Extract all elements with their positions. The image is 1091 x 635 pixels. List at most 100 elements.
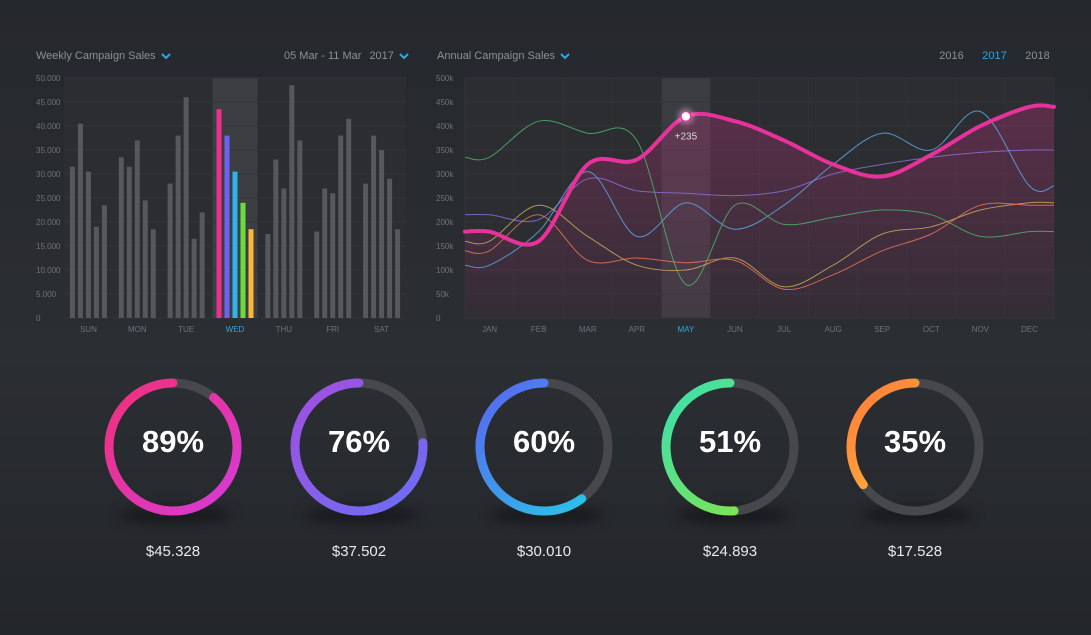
annual-title: Annual Campaign Sales — [437, 50, 556, 62]
y-tick-label: 100k — [436, 266, 454, 275]
chevron-down-icon[interactable] — [399, 51, 409, 62]
donut-arc — [290, 378, 428, 516]
donut-chart — [475, 378, 613, 516]
x-tick-label[interactable]: OCT — [923, 325, 940, 334]
y-tick-label: 450k — [436, 98, 454, 107]
donut-arc — [104, 378, 242, 516]
y-tick-label: 500k — [436, 74, 454, 83]
kpi-amount: $24.893 — [702, 543, 758, 560]
x-tick-label[interactable]: JUN — [727, 325, 743, 334]
bar-wed-3 — [232, 171, 238, 318]
x-tick-label[interactable]: SUN — [80, 325, 97, 334]
bar-sun-5 — [101, 205, 107, 318]
highlight-point[interactable] — [680, 110, 692, 123]
bar-wed-5 — [248, 229, 254, 318]
x-tick-label[interactable]: WED — [226, 325, 245, 334]
bar-wed-1 — [216, 109, 222, 318]
x-tick-label[interactable]: JUL — [777, 325, 792, 334]
y-tick-label: 400k — [436, 122, 454, 131]
x-tick-label[interactable]: MON — [128, 325, 147, 334]
x-tick-label[interactable]: MAR — [579, 325, 597, 334]
bar-mon-4 — [142, 200, 148, 318]
x-tick-label[interactable]: FRI — [326, 325, 339, 334]
donut-arc — [846, 378, 984, 516]
y-tick-label: 200k — [436, 218, 454, 227]
y-tick-label: 10.000 — [36, 266, 61, 275]
main-series-area — [465, 105, 1054, 318]
x-tick-label[interactable]: SAT — [374, 325, 389, 334]
kpi-percent: 35% — [883, 424, 947, 459]
annual-chart-title[interactable]: Annual Campaign Sales — [437, 50, 570, 62]
bar-mon-3 — [134, 140, 140, 318]
bar-fri-5 — [346, 118, 352, 318]
weekly-year: 2017 — [369, 50, 394, 62]
y-tick-label: 20.000 — [36, 218, 61, 227]
bar-tue-3 — [183, 97, 189, 318]
bar-sun-1 — [69, 166, 75, 318]
x-tick-label[interactable]: AUG — [824, 325, 841, 334]
bar-thu-4 — [289, 85, 295, 318]
donut-arc — [661, 378, 799, 516]
bar-sat-1 — [363, 183, 369, 318]
bar-fri-2 — [322, 188, 328, 318]
kpi-amount: $37.502 — [331, 543, 387, 560]
annual-line-chart: 0 50k 100k 150k 200k 250k 300k 350k 400k 450k 500k… — [436, 74, 1056, 334]
main-series-line — [463, 103, 1056, 247]
kpi-card-5[interactable]: 35% $17.528 — [840, 372, 990, 572]
bar-mon-1 — [118, 157, 124, 318]
bar-fri-4 — [338, 135, 344, 318]
kpi-amount: $30.010 — [516, 543, 572, 560]
kpi-amount: $17.528 — [887, 543, 943, 560]
x-tick-label[interactable]: DEC — [1021, 325, 1038, 334]
kpi-card-2[interactable]: 76% $37.502 — [284, 372, 434, 572]
y-tick-label: 50k — [436, 290, 450, 299]
x-tick-label[interactable]: THU — [276, 325, 293, 334]
bar-fri-1 — [314, 231, 320, 318]
kpi-percent: 51% — [698, 424, 762, 459]
y-tick-label: 50.000 — [36, 74, 61, 83]
x-tick-label[interactable]: MAY — [678, 325, 695, 334]
tab-year-2016[interactable]: 2016 — [939, 50, 964, 62]
series-line-6 — [464, 202, 1054, 291]
bar-sat-4 — [387, 178, 393, 318]
series-line-4 — [464, 119, 1055, 286]
tab-year-2017[interactable]: 2017 — [982, 50, 1007, 62]
x-tick-label[interactable]: SEP — [874, 325, 890, 334]
series-line-5 — [464, 201, 1055, 288]
x-tick-label[interactable]: NOV — [972, 325, 990, 334]
chevron-down-icon[interactable] — [160, 51, 171, 62]
y-tick-label: 350k — [436, 146, 454, 155]
bar-tue-2 — [175, 135, 181, 318]
tab-year-2018[interactable]: 2018 — [1025, 50, 1050, 62]
bar-wed-4 — [240, 202, 246, 318]
weekly-chart-title[interactable]: Weekly Campaign Sales — [36, 50, 171, 62]
x-tick-label[interactable]: FEB — [531, 325, 547, 334]
weekly-date-selector[interactable]: 05 Mar - 11 Mar 2017 — [284, 50, 409, 62]
kpi-percent: 89% — [141, 424, 205, 459]
series-line-3 — [464, 110, 1055, 269]
bar-tue-4 — [191, 238, 197, 318]
bar-sun-2 — [77, 123, 83, 318]
weekly-title: Weekly Campaign Sales — [36, 50, 156, 62]
kpi-card-1[interactable]: 89% $45.328 — [98, 372, 248, 572]
x-tick-label[interactable]: JAN — [482, 325, 497, 334]
donut-chart — [104, 378, 242, 516]
kpi-percent: 76% — [327, 424, 391, 459]
x-tick-label[interactable]: TUE — [178, 325, 194, 334]
bar-sat-2 — [371, 135, 377, 318]
y-tick-label: 25.000 — [36, 194, 61, 203]
kpi-card-4[interactable]: 51% $24.893 — [655, 372, 805, 572]
y-tick-label: 40.000 — [36, 122, 61, 131]
bar-sun-4 — [93, 226, 99, 318]
kpi-card-3[interactable]: 60% $30.010 — [469, 372, 619, 572]
bar-mon-2 — [126, 166, 132, 318]
bar-thu-5 — [297, 140, 303, 318]
year-tabs: 2016 2017 2018 — [930, 50, 1059, 62]
bar-tue-5 — [199, 212, 205, 318]
charts-canvas: 0 5.000 10.000 15.000 20.000 25.000 30.000 35.0… — [36, 74, 1056, 334]
chevron-down-icon[interactable] — [560, 51, 570, 62]
kpi-amount: $45.328 — [145, 543, 201, 560]
date-range: 05 Mar - 11 Mar — [284, 50, 362, 62]
weekly-bar-chart: 0 5.000 10.000 15.000 20.000 25.000 30.000 35.0… — [36, 74, 406, 334]
x-tick-label[interactable]: APR — [629, 325, 646, 334]
